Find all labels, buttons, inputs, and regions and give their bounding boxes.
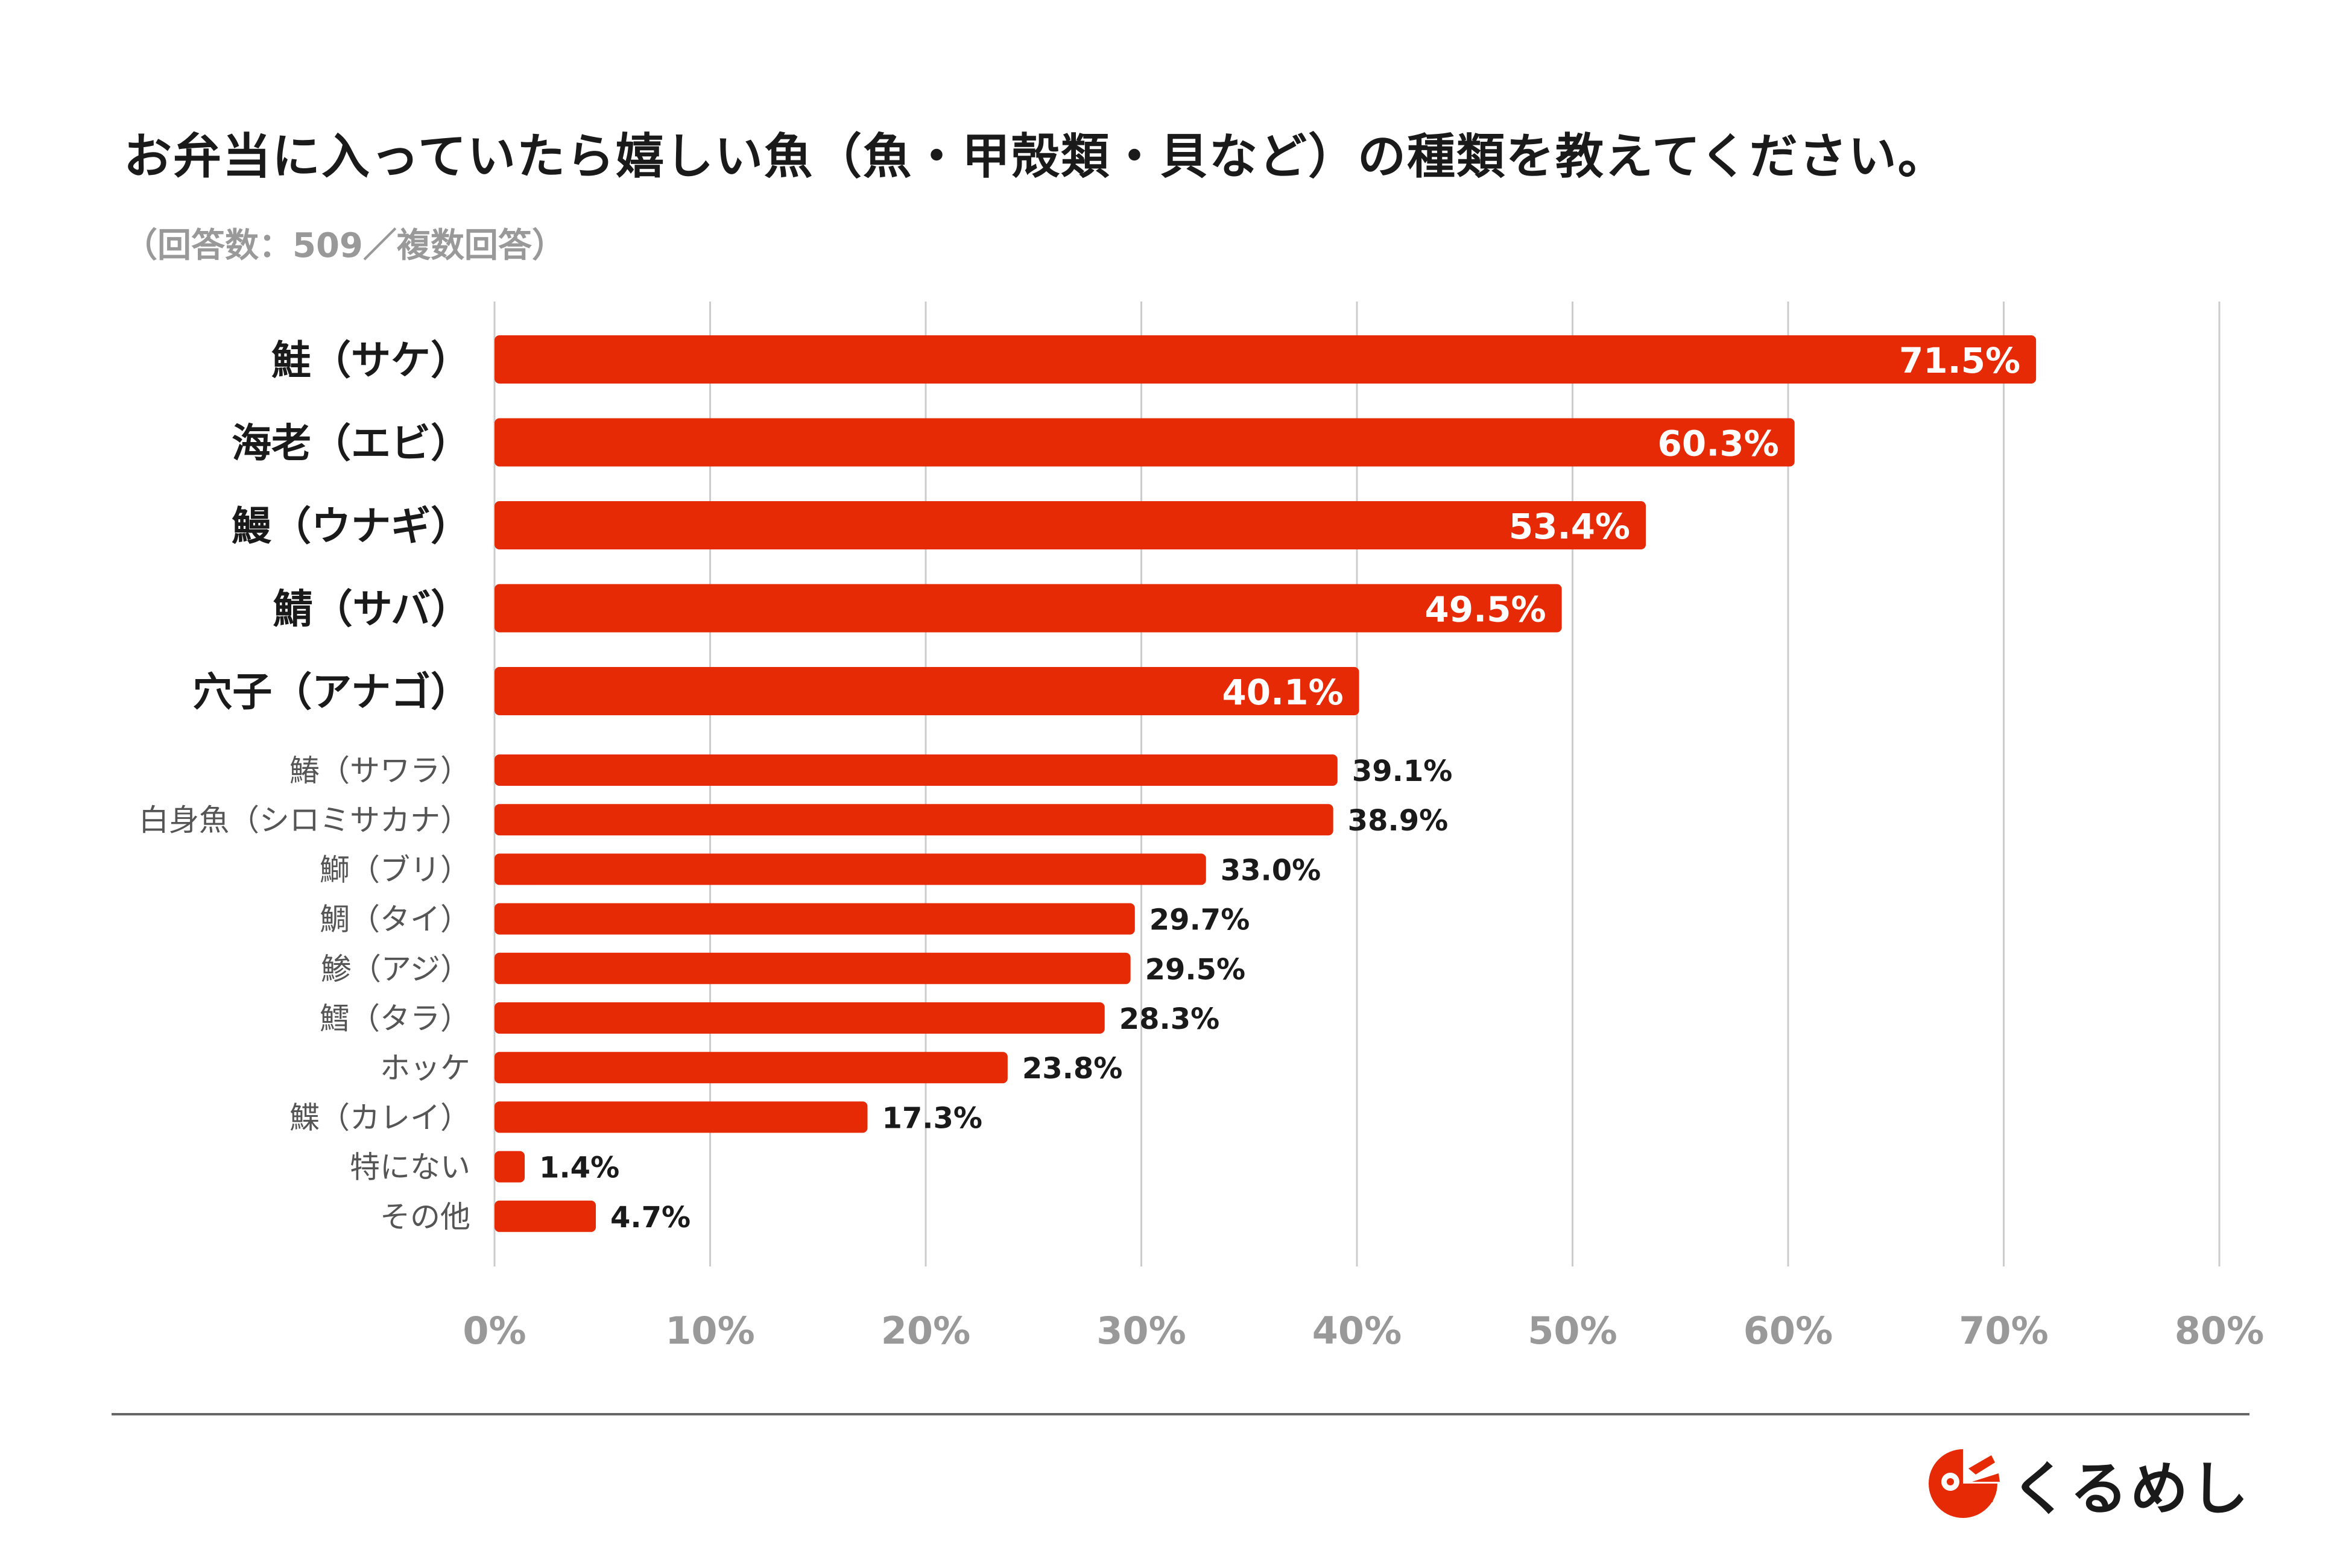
brand-logo: くるめし [1924,1444,2251,1523]
category-label: 鯛（タイ） [320,902,470,937]
bar [495,584,1562,633]
bar [495,1151,525,1183]
bar [495,754,1338,786]
category-label: 鱈（タラ） [320,1001,470,1036]
bar [495,418,1795,467]
category-label: 特にない [350,1150,470,1185]
category-label: 鯖（サバ） [273,586,470,633]
category-label: 海老（エビ） [232,420,470,467]
value-label: 40.1% [1222,672,1343,713]
value-label: 60.3% [1658,423,1779,464]
bar [495,1052,1008,1084]
value-label: 33.0% [1221,853,1321,887]
x-tick-label: 40% [1312,1309,1402,1353]
x-tick-label: 60% [1743,1309,1833,1353]
bar [495,335,2037,384]
x-tick-label: 80% [2175,1309,2264,1353]
bar-chart: 0% 10% 20% 30% 40% 50% 60% 70% 80% 鮭（サケ） 71.5% 海老（エ… [139,302,2264,1353]
bar [495,1200,596,1232]
brand-name: くるめし [2011,1455,2251,1523]
category-label: 鮭（サケ） [271,337,470,384]
chart-title: お弁当に入っていたら嬉しい魚（魚・甲殻類・貝など）の種類を教えてください。 [124,128,1947,185]
footer-divider [112,1413,2249,1415]
value-label: 53.4% [1509,506,1630,547]
category-label: 鰤（ブリ） [320,852,470,887]
category-label: その他 [380,1200,470,1234]
category-label: ホッケ [380,1051,470,1086]
value-label: 4.7% [610,1201,691,1234]
category-label: 鰈（カレイ） [289,1100,470,1135]
category-label: 鰻（ウナギ） [232,503,470,549]
value-label: 28.3% [1119,1002,1220,1036]
value-label: 23.8% [1022,1052,1123,1086]
kurumeshi-logo-icon [1929,1449,2000,1518]
bar [495,853,1206,885]
value-label: 17.3% [882,1101,982,1135]
bar [495,804,1333,836]
value-label: 38.9% [1348,804,1449,838]
x-tick-label: 10% [665,1309,754,1353]
value-label: 39.1% [1352,754,1453,788]
x-tick-label: 20% [881,1309,970,1353]
chart-subtitle: （回答数：509／複数回答） [124,226,566,265]
value-label: 29.5% [1145,953,1246,987]
bar [495,667,1359,715]
bar [495,1101,868,1133]
bar [495,1002,1105,1034]
x-tick-label: 50% [1528,1309,1617,1353]
x-tick-label: 30% [1096,1309,1186,1353]
category-label: 鰆（サワラ） [289,753,470,788]
value-label: 49.5% [1424,589,1546,630]
x-tick-label: 0% [463,1309,526,1353]
value-label: 71.5% [1899,340,2020,381]
bar [495,952,1131,984]
value-label: 1.4% [539,1151,619,1185]
category-label: 穴子（アナゴ） [192,669,470,715]
value-label: 29.7% [1149,903,1250,937]
bar [495,903,1135,935]
x-tick-label: 70% [1959,1309,2048,1353]
bar [495,501,1646,549]
category-label: 鯵（アジ） [321,952,470,987]
category-label: 白身魚（シロミサカナ） [139,803,470,838]
